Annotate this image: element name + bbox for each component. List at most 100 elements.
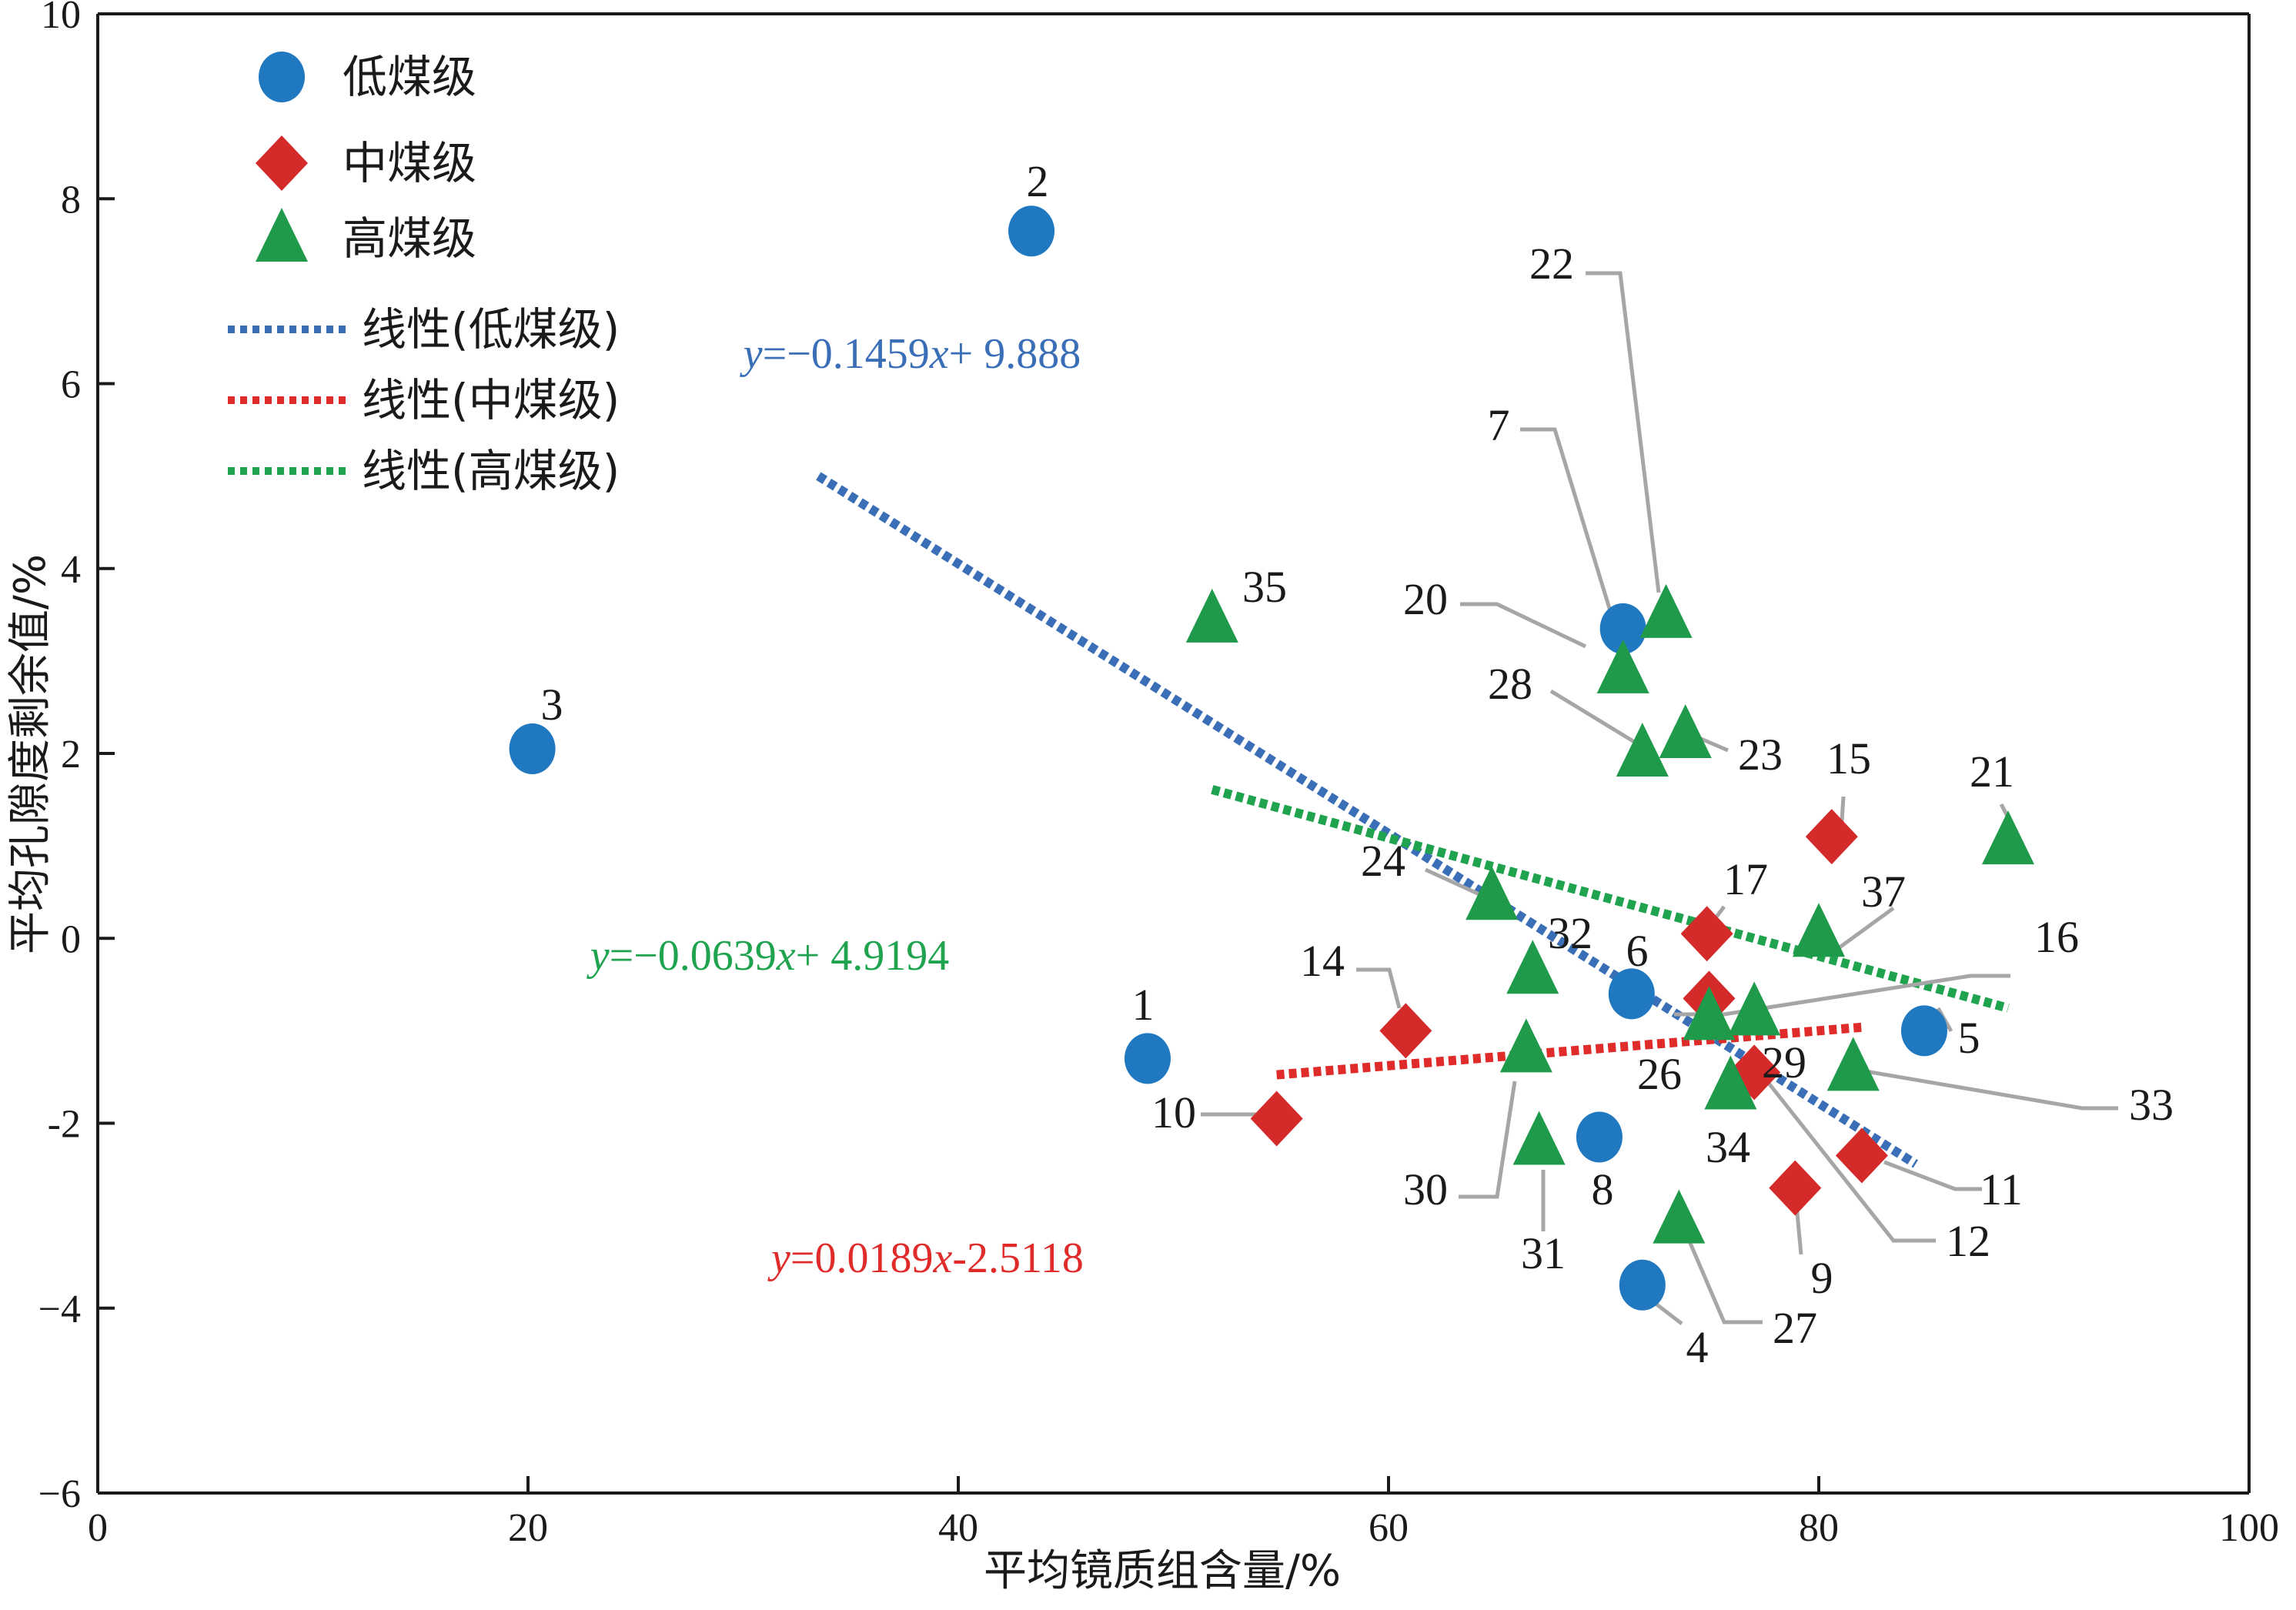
marker-triangle-22 [1639,583,1693,638]
legend-marker-diamond [256,135,308,191]
point-label-12: 12 [1946,1216,1990,1266]
marker-triangle-33 [1826,1037,1880,1091]
marker-triangle-20 [1596,639,1649,693]
leader-line-12 [1763,1076,1936,1243]
equation-低煤级: y=−0.1459x+ 9.888 [740,330,1081,378]
leader-line-33 [1856,1067,2118,1111]
x-tick-label: 40 [938,1506,978,1550]
leader-line-7 [1520,427,1619,632]
leader-line-11 [1883,1160,1982,1191]
marker-diamond-11 [1835,1127,1888,1184]
legend-label: 线性(高煤级) [362,445,620,497]
point-label-14: 14 [1300,936,1345,986]
equation-part: =−0.1459 [763,330,930,378]
point-label-1: 1 [1132,980,1155,1030]
point-label-5: 5 [1958,1013,1980,1063]
marker-triangle-32 [1506,940,1559,994]
marker-triangle-27 [1653,1189,1706,1244]
leader-line-28 [1549,689,1637,745]
point-label-28: 28 [1488,659,1532,709]
point-label-7: 7 [1488,400,1510,450]
x-axis-title: 平均镜质组含量/% [984,1546,1341,1596]
point-label-29: 29 [1762,1037,1806,1087]
marker-diamond-17 [1680,906,1733,962]
legend-marker-circle [259,52,305,102]
point-label-17: 17 [1723,854,1768,904]
marker-diamond-9 [1769,1160,1822,1216]
legend-label: 高煤级 [343,212,476,265]
marker-circle-6 [1608,968,1655,1020]
trendline-equations: y=−0.1459x+ 9.888y=0.0189x-2.5118y=−0.06… [587,330,1084,1282]
legend-label: 低煤级 [343,51,476,103]
y-tick-label: -2 [48,1103,81,1147]
equation-part: + 9.888 [949,330,1081,378]
marker-triangle-34 [1704,1055,1757,1110]
equation-part: y [740,330,763,378]
marker-circle-8 [1576,1111,1623,1163]
y-tick-label: −6 [38,1472,81,1516]
equation-part: x [929,330,949,378]
point-label-15: 15 [1826,733,1871,783]
x-tick-label: 80 [1799,1506,1839,1550]
legend-label: 线性(中煤级) [362,374,620,426]
point-label-23: 23 [1738,730,1783,780]
y-tick-label: −4 [38,1288,81,1331]
marker-diamond-10 [1250,1091,1303,1147]
leader-line-20 [1460,602,1587,649]
legend-label: 线性(低煤级) [362,303,620,356]
trendline-低煤级 [816,472,1918,1168]
point-label-21: 21 [1970,747,2014,797]
equation-part: x [933,1234,953,1282]
marker-triangle-29 [1728,981,1781,1036]
marker-circle-2 [1008,205,1055,257]
y-tick-label: 10 [41,0,81,37]
marker-triangle-31 [1512,1111,1566,1165]
point-label-32: 32 [1548,908,1592,958]
y-ticks: 10 8 6 4 2 0 -2 −4 −6 [38,0,115,1516]
marker-triangle-35 [1185,588,1238,643]
point-label-16: 16 [2034,912,2079,962]
trendline-高煤级 [1211,785,2010,1013]
equation-高煤级: y=−0.0639x+ 4.9194 [587,932,949,980]
marker-circle-4 [1619,1259,1666,1311]
equation-part: x [776,932,796,980]
point-label-20: 20 [1403,574,1448,624]
y-tick-label: 6 [61,363,81,407]
marker-circle-3 [509,723,556,774]
equation-中煤级: y=0.0189x-2.5118 [767,1234,1084,1282]
point-label-33: 33 [2129,1080,2174,1130]
leader-line-14 [1356,967,1402,1009]
point-label-10: 10 [1151,1087,1196,1137]
legend-label: 中煤级 [343,137,476,189]
equation-part: y [767,1234,790,1282]
marker-diamond-15 [1805,809,1858,865]
equation-part: =0.0189 [790,1234,934,1282]
point-label-30: 30 [1403,1164,1448,1214]
x-tick-label: 100 [2219,1506,2279,1550]
y-axis-title: 平均孔隙度剩余值/% [5,554,55,954]
marker-triangle-28 [1616,723,1669,777]
marker-circle-1 [1124,1033,1171,1084]
equation-part: y [587,932,610,980]
y-tick-label: 2 [61,733,81,777]
point-label-26: 26 [1637,1049,1682,1099]
marker-triangle-23 [1659,703,1712,758]
point-label-8: 8 [1592,1164,1614,1214]
x-ticks: 0 20 40 60 80 100 [88,1476,2279,1550]
marker-triangle-21 [1981,810,2034,865]
point-label-24: 24 [1361,836,1405,886]
marker-triangle-26 [1683,986,1736,1040]
leader-line-22 [1586,271,1661,593]
marker-diamond-14 [1379,1003,1432,1059]
leader-line-30 [1459,1081,1517,1199]
point-label-3: 3 [541,680,563,730]
point-label-37: 37 [1861,867,1906,917]
point-label-27: 27 [1773,1303,1817,1353]
y-tick-label: 4 [61,548,81,592]
x-tick-label: 60 [1369,1506,1409,1550]
point-label-22: 22 [1529,239,1574,289]
equation-part: -2.5118 [952,1234,1084,1282]
